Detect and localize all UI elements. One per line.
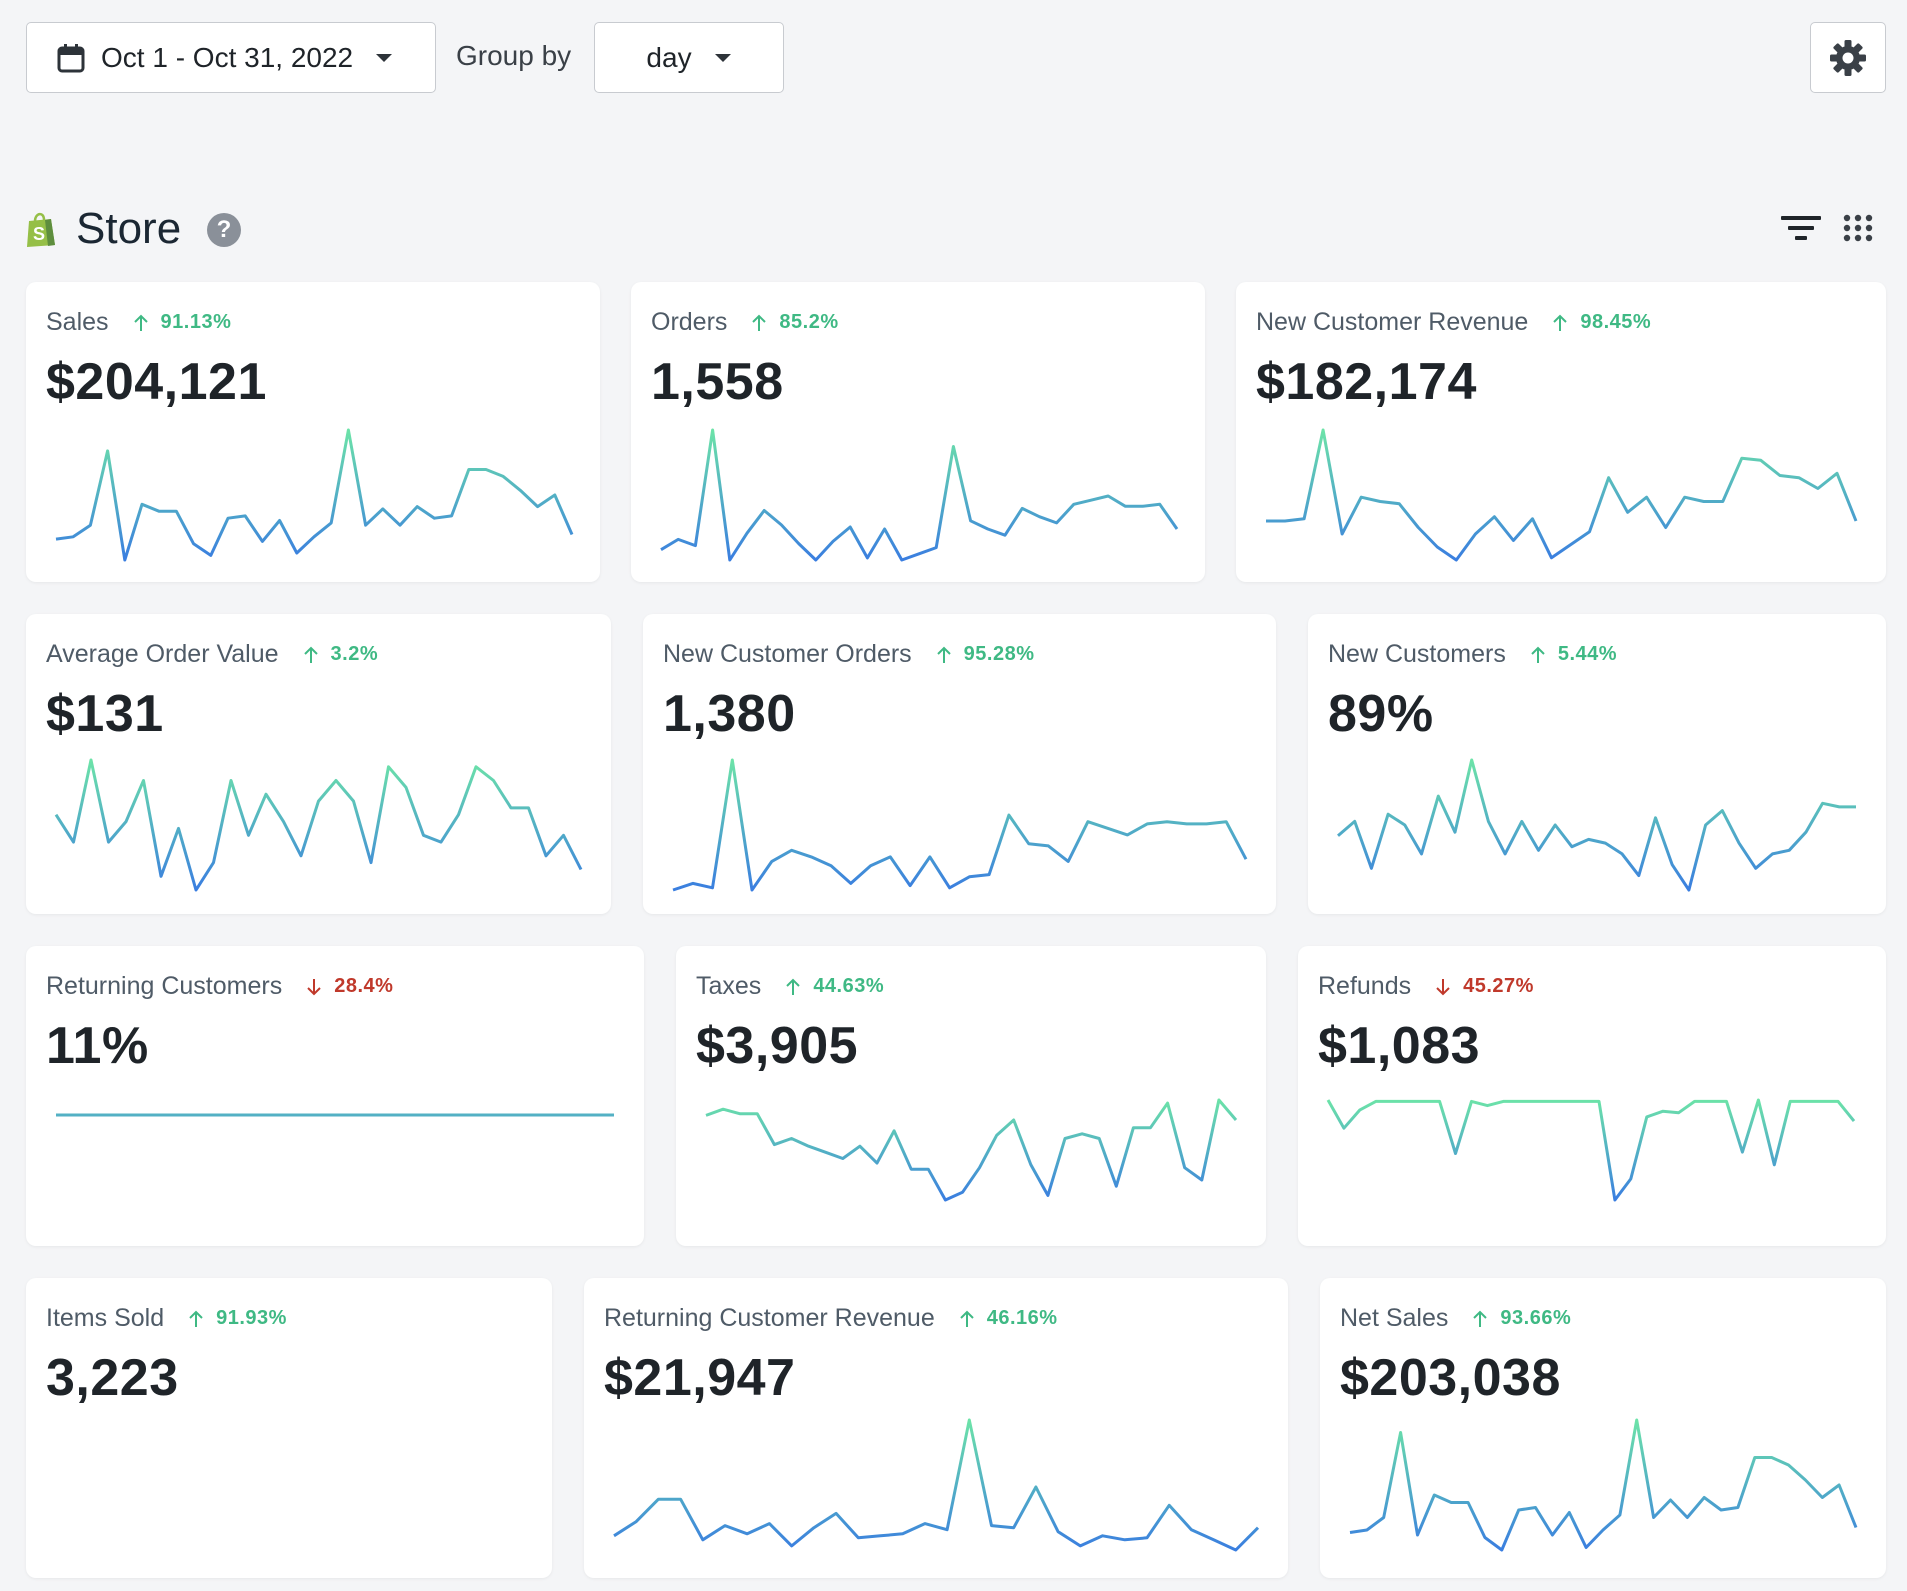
metric-card-refunds[interactable]: Refunds 45.27% $1,083 <box>1298 946 1886 1246</box>
sparkline-series <box>705 1098 1238 1202</box>
filter-icon[interactable] <box>1781 214 1821 242</box>
sparkline-series <box>660 428 1179 562</box>
metric-label: Sales <box>46 308 109 336</box>
metric-change: 91.93% <box>188 1307 287 1330</box>
metric-change: 91.13% <box>133 311 232 334</box>
metric-value: $131 <box>46 685 164 743</box>
metric-card-average-order-value[interactable]: Average Order Value 3.2% $131 <box>26 614 611 914</box>
metric-label: Refunds <box>1318 972 1412 1000</box>
section-title: Store <box>76 204 182 253</box>
help-icon[interactable]: ? <box>207 213 241 247</box>
sparkline-series <box>1326 1098 1856 1202</box>
metric-value: 89% <box>1328 685 1434 743</box>
gear-icon <box>1829 39 1867 77</box>
sparkline <box>1337 758 1856 892</box>
metric-change: 46.16% <box>959 1307 1058 1330</box>
metric-value: $21,947 <box>604 1349 796 1407</box>
shopify-bag-icon: S <box>24 210 58 253</box>
svg-text:S: S <box>33 224 45 244</box>
settings-button[interactable] <box>1810 22 1886 93</box>
store-section-header: S Store ? <box>24 200 1886 260</box>
sparkline <box>672 758 1248 892</box>
metric-card-new-customer-revenue[interactable]: New Customer Revenue 98.45% $182,174 <box>1236 282 1886 582</box>
metric-label: New Customer Orders <box>663 640 912 668</box>
group-by-label: Group by <box>456 40 572 71</box>
metric-label: Returning Customers <box>46 972 283 1000</box>
arrow-up-icon <box>1553 314 1568 331</box>
sparkline <box>705 1098 1238 1202</box>
arrow-down-icon <box>307 978 321 995</box>
metric-change: 95.28% <box>936 643 1035 666</box>
sparkline-series <box>1337 758 1856 892</box>
sparkline <box>1326 1098 1856 1202</box>
caret-down-icon <box>375 53 393 63</box>
sparkline-series <box>613 1418 1260 1552</box>
metric-label: Orders <box>651 308 728 336</box>
group-by-value: day <box>646 41 692 73</box>
metric-label: New Customers <box>1328 640 1506 668</box>
date-range-label: Oct 1 - Oct 31, 2022 <box>101 41 354 73</box>
metric-value: $204,121 <box>46 353 267 411</box>
metric-value: 11% <box>46 1017 149 1075</box>
sparkline <box>55 428 574 562</box>
metric-change: 45.27% <box>1435 975 1534 998</box>
arrow-up-icon <box>960 1310 974 1327</box>
metric-value: $182,174 <box>1256 353 1477 411</box>
metric-card-orders[interactable]: Orders 85.2% 1,558 <box>631 282 1205 582</box>
sparkline <box>613 1418 1260 1552</box>
metric-label: Items Sold <box>46 1304 165 1332</box>
sparkline <box>1266 428 1858 562</box>
toolbar: Oct 1 - Oct 31, 2022 Group by day <box>0 0 1907 120</box>
metric-value: $3,905 <box>696 1017 859 1075</box>
metric-value: $203,038 <box>1340 1349 1561 1407</box>
metric-change: 3.2% <box>303 643 379 666</box>
metric-card-items-sold[interactable]: Items Sold 91.93% 3,223 <box>26 1278 552 1578</box>
arrow-up-icon <box>133 314 148 331</box>
metric-card-sales[interactable]: Sales 91.13% $204,121 <box>26 282 600 582</box>
metric-value: 1,380 <box>663 685 796 743</box>
metric-change: 93.66% <box>1472 1307 1571 1330</box>
sparkline <box>1349 1418 1858 1552</box>
sparkline-series <box>672 758 1248 892</box>
metric-value: 3,223 <box>46 1349 179 1407</box>
grid-dots-icon[interactable] <box>1843 214 1873 242</box>
calendar-icon <box>57 43 85 73</box>
metric-change: 28.4% <box>306 975 393 998</box>
metric-card-taxes[interactable]: Taxes 44.63% $3,905 <box>676 946 1266 1246</box>
metric-label: Average Order Value <box>46 640 279 668</box>
sparkline-series <box>55 428 574 562</box>
arrow-up-icon <box>303 646 318 663</box>
group-by-select[interactable]: day <box>594 22 784 93</box>
metric-card-returning-customers[interactable]: Returning Customers 28.4% 11% <box>26 946 644 1246</box>
sparkline-series <box>54 758 583 892</box>
arrow-up-icon <box>936 646 951 663</box>
metric-value: 1,558 <box>651 353 784 411</box>
metric-value: $1,083 <box>1318 1017 1481 1075</box>
caret-down-icon <box>714 53 732 63</box>
metric-label: Net Sales <box>1340 1304 1449 1332</box>
metric-change: 85.2% <box>751 311 838 334</box>
metric-card-returning-customer-revenue[interactable]: Returning Customer Revenue 46.16% $21,94… <box>584 1278 1288 1578</box>
metric-change: 5.44% <box>1530 643 1617 666</box>
date-range-picker[interactable]: Oct 1 - Oct 31, 2022 <box>26 22 436 93</box>
metric-card-new-customers[interactable]: New Customers 5.44% 89% <box>1308 614 1886 914</box>
sparkline <box>54 758 583 892</box>
metric-change: 44.63% <box>785 975 884 998</box>
metric-change: 98.45% <box>1552 311 1651 334</box>
metric-label: New Customer Revenue <box>1256 308 1529 336</box>
metric-card-new-customer-orders[interactable]: New Customer Orders 95.28% 1,380 <box>643 614 1276 914</box>
sparkline <box>56 1113 614 1117</box>
metric-label: Returning Customer Revenue <box>604 1304 935 1332</box>
arrow-up-icon <box>189 1310 203 1327</box>
metric-label: Taxes <box>696 972 762 1000</box>
sparkline-series <box>1266 428 1858 562</box>
arrow-up-icon <box>1473 1310 1488 1327</box>
arrow-up-icon <box>786 978 801 995</box>
sparkline-series <box>1349 1418 1858 1552</box>
arrow-up-icon <box>1531 646 1545 663</box>
metric-card-net-sales[interactable]: Net Sales 93.66% $203,038 <box>1320 1278 1886 1578</box>
arrow-up-icon <box>752 314 767 331</box>
sparkline <box>660 428 1179 562</box>
arrow-down-icon <box>1436 978 1450 995</box>
